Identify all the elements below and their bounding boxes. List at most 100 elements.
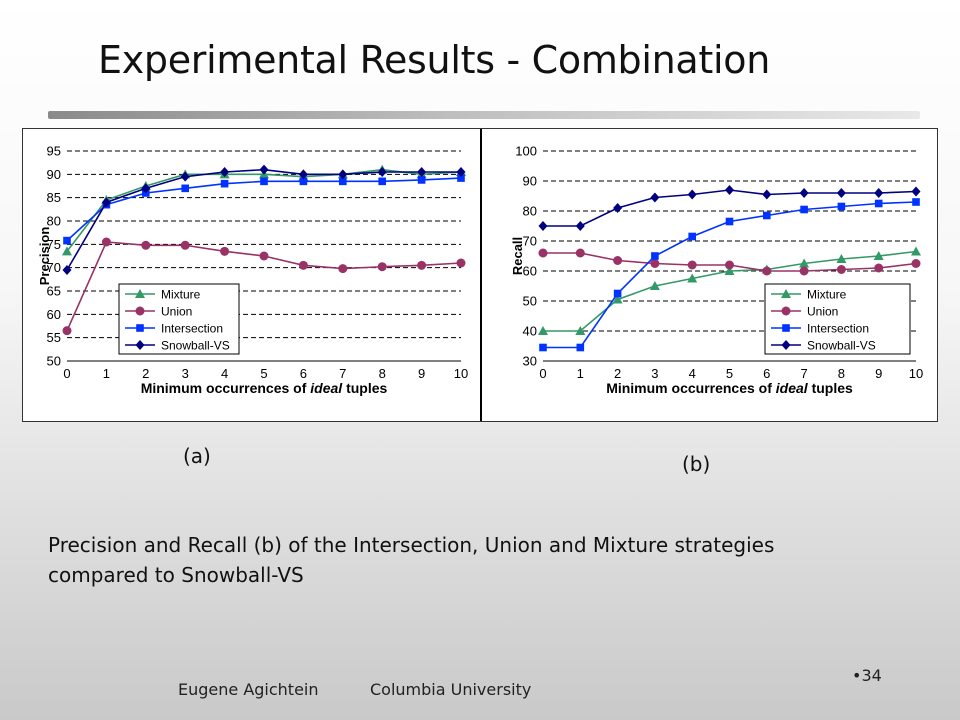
data-point [911,246,921,256]
legend-label: Intersection [807,322,869,336]
x-axis-label-part: tuples [808,380,853,396]
data-point [259,251,269,261]
data-point [62,246,72,256]
data-point [338,169,348,180]
data-point [378,177,386,186]
data-point [62,265,72,275]
x-axis-label-part: ideal [310,380,343,396]
data-point [836,265,846,274]
data-point [687,260,697,270]
data-point [339,177,347,186]
data-point [539,343,547,352]
data-point [649,281,660,290]
data-point [220,246,230,256]
data-point [298,260,308,270]
y-tick-label: 60 [523,264,537,279]
data-point [538,221,548,231]
series-union [62,237,466,336]
data-point [457,174,465,182]
legend-label: Union [807,305,838,319]
data-point [799,266,809,276]
data-point [874,263,884,273]
data-point [725,260,734,270]
series-union [538,248,921,276]
y-tick-label: 90 [523,174,537,189]
data-point [836,188,846,198]
footer-author: Eugene Agichtein [178,680,319,699]
series-snowball-vs [62,164,466,275]
data-point [181,184,189,193]
data-point [456,258,466,268]
x-tick-label: 3 [651,366,658,381]
data-point [538,248,548,258]
data-point [613,289,622,298]
legend-label: Mixture [161,288,201,302]
y-tick-label: 70 [523,234,537,249]
series-snowball-vs [538,185,921,231]
data-point [417,176,426,184]
data-point [799,188,809,198]
y-tick-label: 55 [47,330,61,345]
data-point [575,248,585,258]
data-point [911,186,921,197]
x-tick-label: 9 [875,366,882,381]
data-point [687,189,697,200]
legend-swatch-marker [135,340,145,350]
y-tick-label: 100 [515,144,537,159]
x-tick-label: 7 [800,366,807,381]
data-point [101,197,111,208]
data-point [63,236,71,245]
x-tick-label: 0 [539,366,546,381]
x-tick-label: 10 [454,366,468,381]
data-point [377,262,387,272]
legend: Mixture Union Intersection Snowball-VS [118,283,240,355]
x-tick-label: 0 [63,366,70,381]
legend-swatch-marker [781,289,791,298]
data-point [799,258,810,268]
data-point [724,266,735,275]
title-rule [48,111,920,119]
data-point [101,237,111,247]
data-point [575,326,586,335]
data-point [725,185,734,195]
data-point [575,221,585,231]
data-point [763,211,771,220]
legend-swatch-marker [781,306,791,316]
data-point [687,273,698,283]
data-point [62,326,72,336]
legend-label: Mixture [807,288,847,302]
x-axis-label-part: Minimum occurrences of [141,380,311,396]
data-point [873,251,884,260]
legend-label: Intersection [161,322,223,336]
series-mixture [538,246,921,335]
data-point [417,167,427,177]
x-tick-label: 2 [614,366,621,381]
data-point [538,326,548,335]
series-line [66,177,462,242]
data-point [299,177,308,186]
data-point [837,202,846,211]
legend: Mixture Union Intersection Snowball-VS [764,283,911,355]
x-tick-label: 5 [260,366,267,381]
data-point [650,192,660,203]
data-point [377,167,387,177]
x-tick-label: 10 [909,366,923,381]
data-point [613,203,623,213]
y-axis-label: Precision [37,227,52,286]
data-point [298,169,308,180]
x-tick-label: 4 [689,366,696,381]
x-tick-label: 7 [339,366,346,381]
x-axis-label-part: ideal [776,380,809,396]
y-axis-label: Recall [510,237,525,275]
legend-label: Union [161,305,192,319]
y-tick-label: 50 [47,354,61,369]
data-point [836,254,847,263]
y-tick-label: 85 [47,190,61,205]
x-tick-label: 9 [418,366,425,381]
chart-precision: 50 55 60 65 70 75 80 85 90 95 0 1 2 3 4 5 6 7 8 9 10 Minimum … [37,144,468,397]
legend-swatch-marker [136,324,144,332]
legend-swatch-marker [135,289,145,298]
data-point [260,177,268,186]
x-tick-label: 4 [221,366,228,381]
caption: Precision and Recall (b) of the Intersec… [48,533,775,587]
